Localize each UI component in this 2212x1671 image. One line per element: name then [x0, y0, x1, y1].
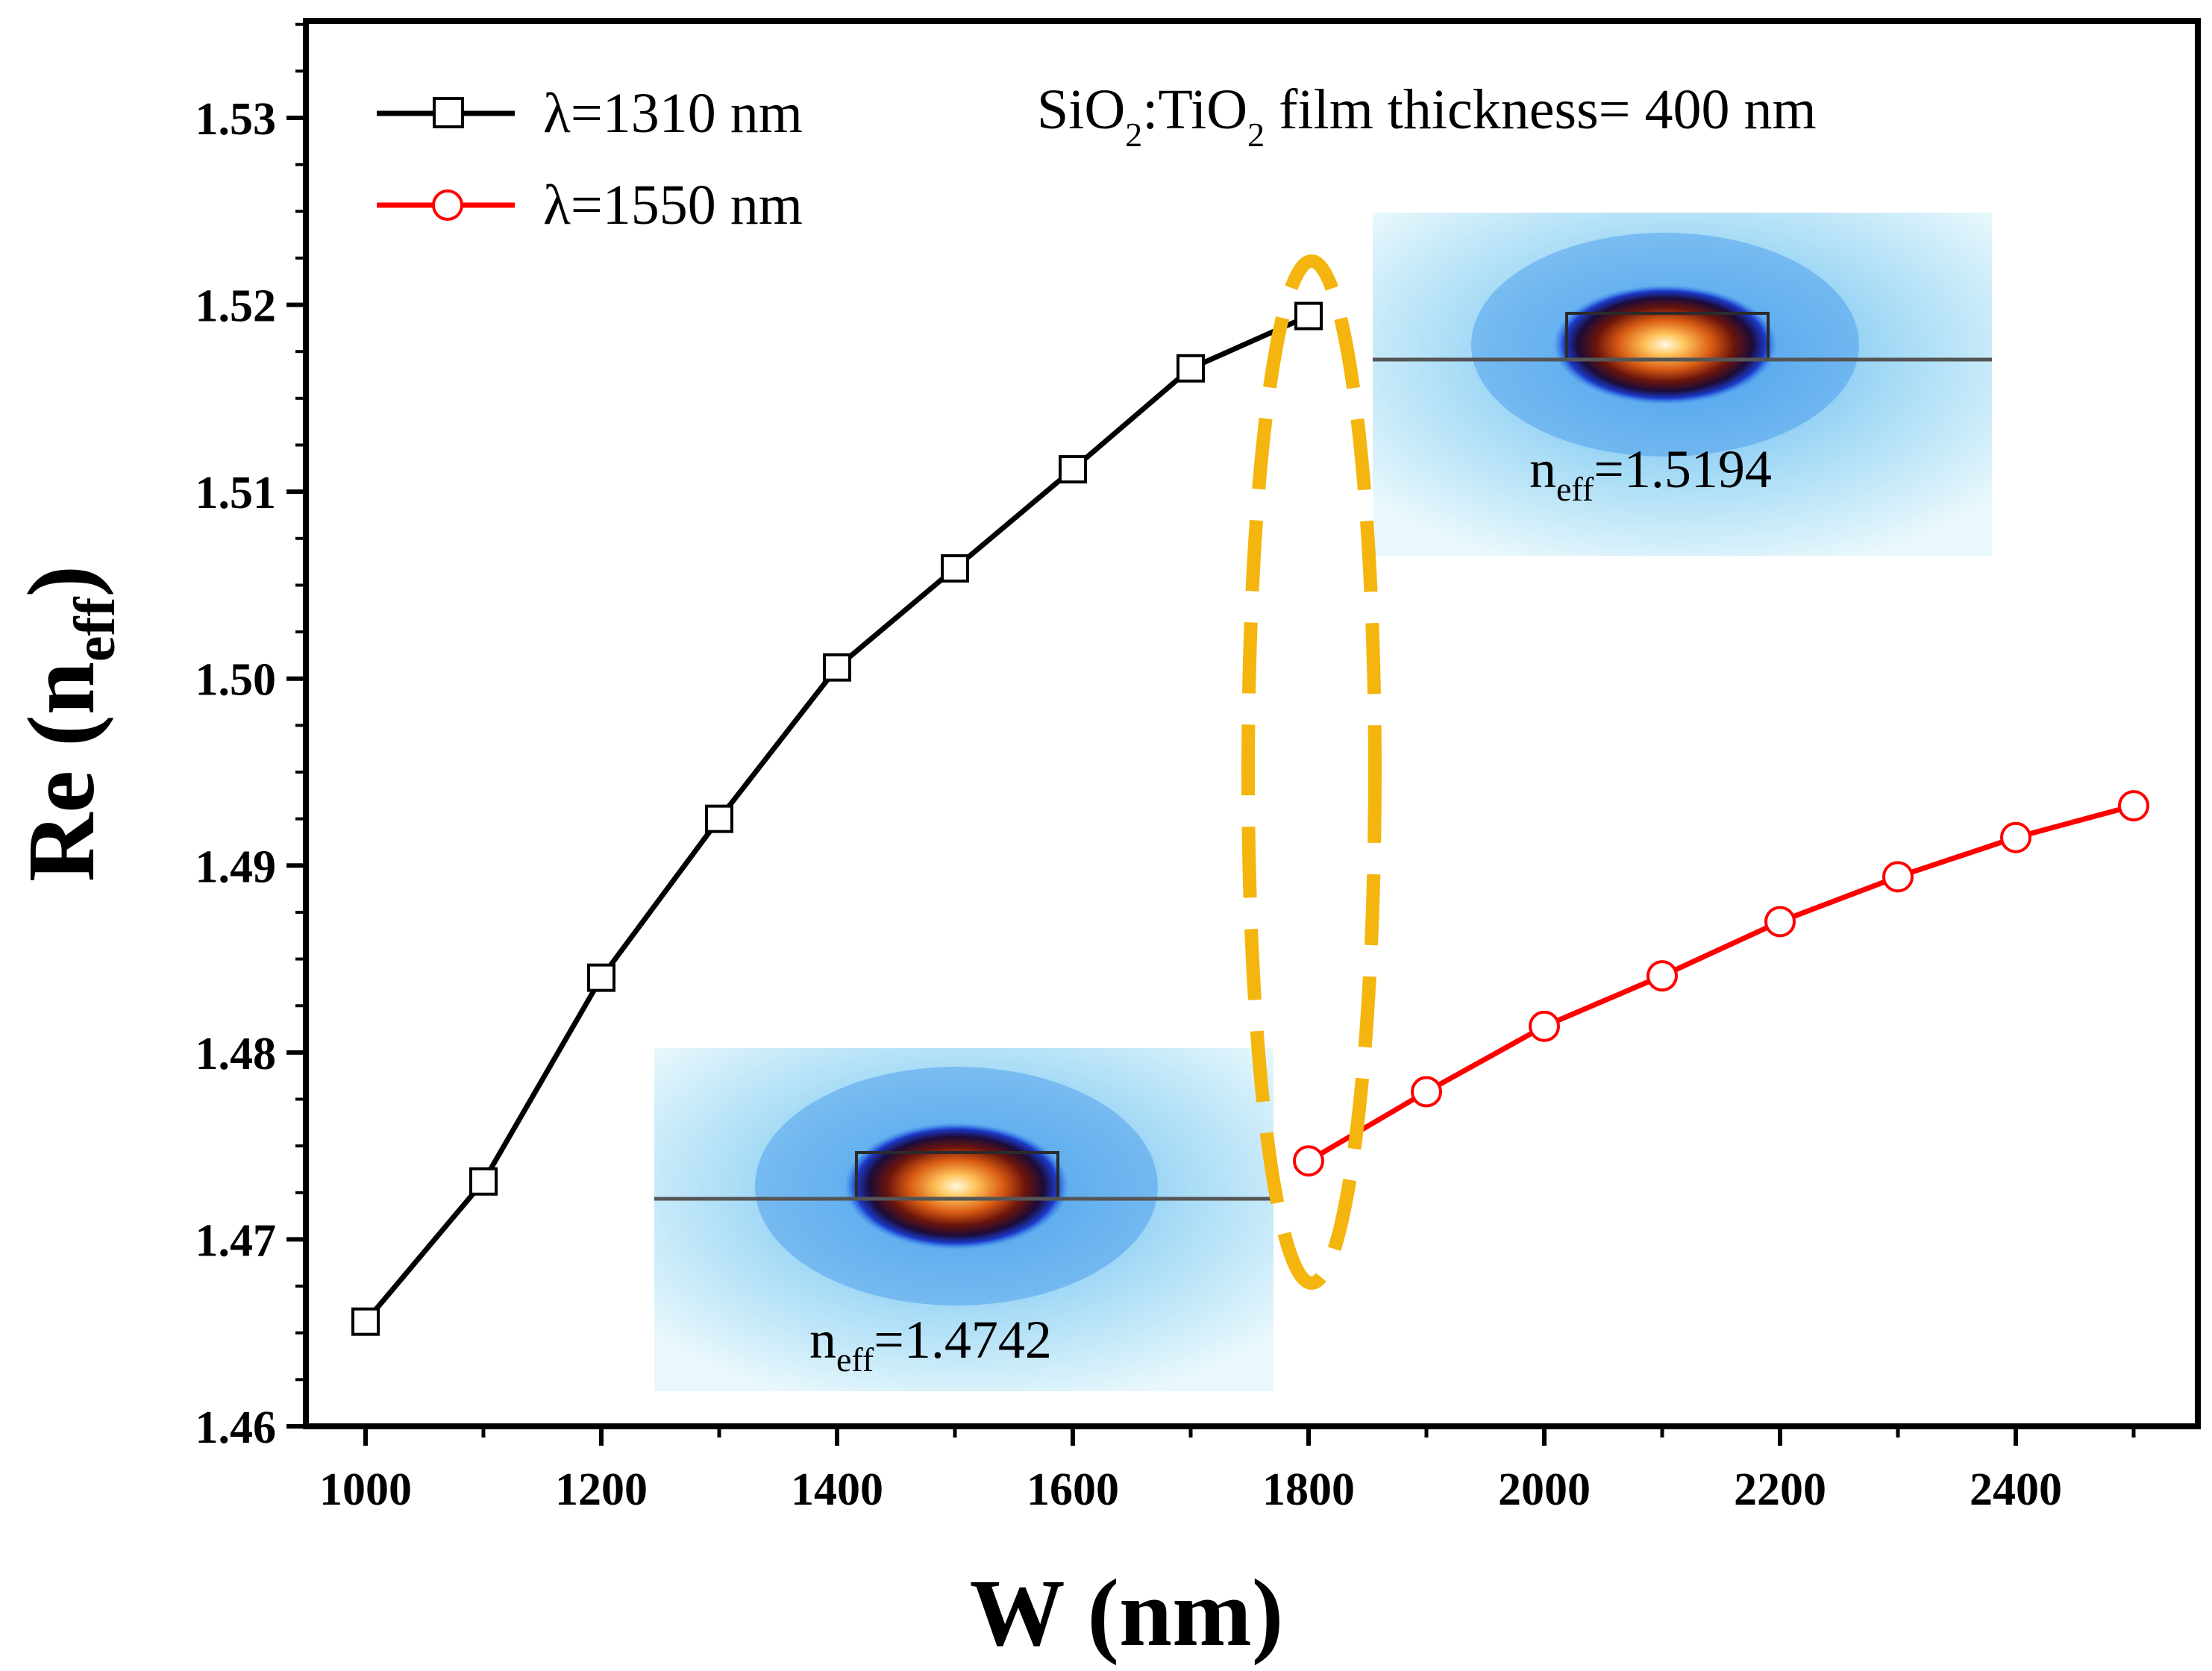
legend-marker-circle — [432, 189, 463, 221]
legend: λ=1310 nm λ=1550 nm — [377, 82, 803, 236]
x-tick-label: 2000 — [1498, 1464, 1591, 1515]
data-point-circle — [1529, 1010, 1560, 1042]
data-point-square — [1059, 455, 1087, 484]
data-point-circle — [1411, 1076, 1442, 1108]
mode-profile-inset-1550: neff=1.4742 — [654, 1048, 1273, 1391]
highlight-ellipse — [1241, 254, 1382, 1290]
data-point-circle — [1764, 906, 1796, 938]
data-point-circle — [2000, 821, 2031, 853]
series-layer — [351, 301, 2149, 1336]
inset-1-label: neff=1.5194 — [1529, 439, 1772, 508]
data-point-square — [823, 653, 851, 682]
data-point-circle — [2118, 790, 2149, 822]
x-tick-label: 2200 — [1734, 1464, 1826, 1515]
x-tick-label: 1400 — [791, 1464, 883, 1515]
y-tick-label: 1.46 — [195, 1402, 277, 1453]
y-tick-label: 1.48 — [195, 1029, 277, 1079]
inset-2-label: neff=1.4742 — [809, 1310, 1052, 1379]
x-axis-ticks: 1000 1200 1400 1600 1800 2000 2200 2400 — [319, 1426, 2136, 1515]
legend-marker-square — [433, 97, 464, 128]
x-tick-label: 1800 — [1262, 1464, 1355, 1515]
data-point-square — [1177, 354, 1205, 383]
x-tick-label: 1000 — [319, 1464, 412, 1515]
y-tick-label: 1.50 — [195, 655, 277, 706]
data-point-circle — [1882, 861, 1914, 893]
y-axis-ticks: 1.46 1.47 1.48 1.49 1.50 1.51 1.52 1.53 — [195, 22, 306, 1453]
y-axis-title: Re (neff) — [8, 565, 127, 882]
legend-item-1310: λ=1310 nm — [377, 82, 803, 145]
data-point-square — [941, 554, 969, 583]
y-tick-label: 1.47 — [195, 1215, 277, 1266]
film-thickness-annotation: SiO2:TiO2 film thickness= 400 nm — [1037, 78, 1817, 154]
x-axis-title: W (nm) — [970, 1560, 1284, 1666]
legend-label-1310: λ=1310 nm — [543, 82, 803, 145]
y-tick-label: 1.51 — [195, 468, 277, 518]
data-point-square — [587, 963, 615, 992]
y-tick-label: 1.52 — [195, 281, 277, 332]
x-tick-label: 2400 — [1970, 1464, 2062, 1515]
data-point-circle — [1647, 960, 1678, 992]
x-tick-label: 1600 — [1027, 1464, 1119, 1515]
legend-item-1550: λ=1550 nm — [377, 174, 803, 236]
data-point-square — [1294, 301, 1323, 330]
y-tick-label: 1.53 — [195, 94, 277, 145]
legend-label-1550: λ=1550 nm — [543, 174, 803, 236]
y-tick-label: 1.49 — [195, 841, 277, 892]
series-line-1 — [1307, 803, 2134, 1164]
data-point-square — [469, 1167, 498, 1196]
data-point-square — [705, 804, 733, 833]
x-tick-label: 1200 — [555, 1464, 648, 1515]
mode-profile-inset-1310: neff=1.5194 — [1373, 213, 1992, 556]
data-point-square — [351, 1307, 380, 1336]
data-point-circle — [1293, 1145, 1324, 1177]
